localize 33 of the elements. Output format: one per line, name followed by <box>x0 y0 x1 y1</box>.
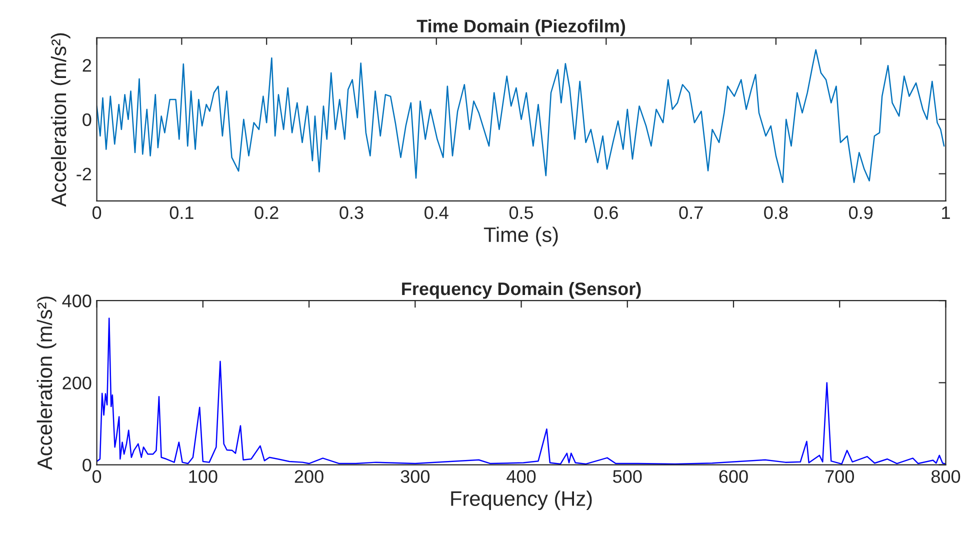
line-series <box>96 49 945 184</box>
y-axis-title: Acceleration (m/s²) <box>36 296 56 470</box>
x-tick-label: 0.7 <box>679 206 703 220</box>
y-tick-label: 2 <box>82 58 92 72</box>
chart-title: Frequency Domain (Sensor) <box>402 282 641 299</box>
y-tick-label: 0 <box>82 458 92 472</box>
x-tick-label: 0.9 <box>849 206 873 220</box>
x-tick-label: 700 <box>825 470 854 483</box>
x-tick-label: 0.1 <box>170 206 194 220</box>
x-tick-label: 200 <box>294 470 324 483</box>
x-axis-title: Time (s) <box>484 226 558 246</box>
chart-title: Time Domain (Piezofilm) <box>416 19 626 36</box>
x-tick-label: 0.6 <box>594 206 618 220</box>
x-tick-label: 0 <box>92 470 102 483</box>
x-axis-title: Frequency (Hz) <box>451 490 592 510</box>
y-tick-label: 200 <box>62 376 92 390</box>
x-tick-label: 800 <box>931 470 960 483</box>
x-tick-label: 0.8 <box>764 206 788 220</box>
x-tick-label: 600 <box>719 470 748 483</box>
x-tick-label: 0.3 <box>340 206 364 220</box>
x-tick-label: 0.2 <box>254 206 278 220</box>
x-tick-label: 300 <box>400 470 430 483</box>
y-tick-label: 0 <box>82 113 92 126</box>
x-tick-label: 0.5 <box>509 206 534 220</box>
x-tick-label: 0.4 <box>424 206 448 220</box>
x-tick-label: 500 <box>613 470 642 483</box>
x-tick-label: 400 <box>506 470 536 483</box>
x-tick-label: 100 <box>189 470 218 483</box>
x-tick-label: 1 <box>942 206 950 219</box>
y-tick-label: -2 <box>76 168 92 180</box>
x-tick-label: 0 <box>92 206 102 220</box>
y-tick-label: 400 <box>62 294 92 308</box>
y-axis-title: Acceleration (m/s²) <box>50 33 70 207</box>
